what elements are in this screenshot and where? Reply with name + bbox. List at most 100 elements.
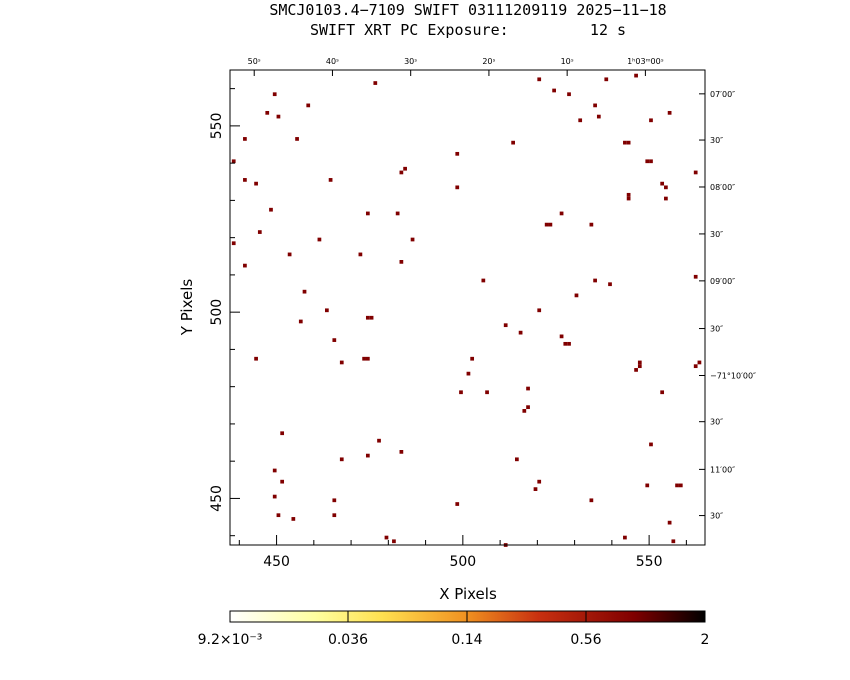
event-pixel <box>332 498 337 503</box>
event-pixel <box>280 479 285 484</box>
event-pixel <box>481 278 486 283</box>
event-pixel <box>403 166 407 171</box>
event-pixel <box>373 81 378 85</box>
event-pixel <box>365 211 370 216</box>
event-pixel <box>526 405 530 410</box>
event-pixel <box>325 308 329 313</box>
event-pixel <box>399 170 404 175</box>
event-pixel <box>365 315 370 320</box>
event-pixel <box>533 487 538 491</box>
event-pixel <box>667 110 672 115</box>
event-pixel <box>544 222 549 227</box>
event-pixel <box>231 159 236 164</box>
dec-tick-label: 09′00″ <box>710 277 735 286</box>
y-tick-label: 500 <box>209 299 225 326</box>
event-pixel <box>384 535 389 540</box>
event-pixel <box>269 207 273 212</box>
colorbar-labels: 9.2×10⁻³ 0.036 0.14 0.56 2 <box>198 632 710 648</box>
event-pixel <box>399 260 404 264</box>
event-pixel <box>503 323 508 328</box>
event-pixel <box>231 241 236 246</box>
event-pixel <box>254 356 258 361</box>
x-tick-label: 550 <box>636 554 663 570</box>
event-pixel <box>693 364 698 369</box>
event-pixel <box>466 371 471 376</box>
colorbar-label: 0.56 <box>570 632 601 648</box>
event-pixel <box>675 483 679 488</box>
event-pixel <box>593 278 597 283</box>
plot-frame <box>229 69 706 546</box>
event-pixel <box>339 457 344 462</box>
colorbar-label: 0.036 <box>328 632 368 648</box>
event-pixel <box>537 77 542 82</box>
colorbar-label: 0.14 <box>451 632 482 648</box>
event-pixel <box>339 360 344 365</box>
event-pixel <box>567 92 571 97</box>
event-pixel <box>455 151 460 156</box>
event-pixel <box>649 159 653 164</box>
colorbar-ticks <box>347 611 587 622</box>
event-pixel <box>660 181 665 186</box>
event-pixel <box>302 289 307 294</box>
event-pixel <box>317 237 322 242</box>
event-pixel <box>623 535 627 540</box>
event-pixel <box>459 390 463 395</box>
event-pixel <box>567 341 571 346</box>
dec-tick-label: 07′00″ <box>710 90 735 99</box>
event-pixel <box>608 282 612 287</box>
event-pixel <box>589 222 594 227</box>
event-pixel <box>515 457 519 462</box>
ra-tick-label: 10ˢ <box>561 57 574 66</box>
event-pixel <box>645 483 650 488</box>
ra-tick-label: 50ˢ <box>248 57 261 66</box>
event-pixel <box>589 498 594 503</box>
event-pixel <box>626 196 631 201</box>
event-pixel <box>526 386 530 391</box>
event-pixel <box>399 450 404 454</box>
event-pixel <box>693 274 698 279</box>
event-pixel <box>455 502 460 506</box>
dec-tick-label: 30″ <box>710 136 723 145</box>
event-pixel <box>671 539 676 544</box>
event-pixel <box>559 211 564 216</box>
event-pixel <box>563 341 568 346</box>
event-pixel <box>660 390 665 395</box>
event-pixel <box>693 170 698 175</box>
y-tick-label: 450 <box>209 485 225 512</box>
event-pixel <box>604 77 609 82</box>
dec-tick-label: 30″ <box>710 230 723 239</box>
event-pixel <box>358 252 363 257</box>
event-pixel <box>649 442 653 447</box>
chart-subtitle: SWIFT XRT PC Exposure: 12 s <box>310 21 626 39</box>
event-pixel <box>518 330 523 335</box>
event-pixel <box>596 114 601 119</box>
event-pixel <box>272 494 277 499</box>
x-axis-label: X Pixels <box>439 585 497 603</box>
event-pixel <box>365 453 370 458</box>
dec-tick-label: 08′00″ <box>710 183 735 192</box>
event-pixel <box>626 140 631 145</box>
event-pixel <box>410 237 415 242</box>
dec-tick-label: 30″ <box>710 325 723 334</box>
event-pixel <box>485 390 489 395</box>
event-pixel <box>664 185 668 190</box>
event-pixel <box>678 483 683 488</box>
event-pixel <box>392 539 396 544</box>
event-pixel <box>332 513 337 518</box>
event-pixel <box>455 185 460 190</box>
event-pixel <box>623 140 627 145</box>
event-pixel <box>522 409 527 413</box>
event-pixel <box>243 137 247 141</box>
event-pixel <box>552 88 556 93</box>
event-pixel <box>537 308 542 313</box>
axis-ticks <box>230 70 705 545</box>
event-pixel <box>243 263 247 268</box>
ra-tick-label: 30ˢ <box>404 57 417 66</box>
event-pixel <box>298 319 303 324</box>
event-pixel <box>593 103 597 108</box>
dec-tick-label: 11′00″ <box>710 465 735 474</box>
colorbar-label: 2 <box>701 632 710 648</box>
event-pixel <box>377 438 381 443</box>
dec-tick-label: −71°10′00″ <box>710 371 756 380</box>
event-pixel <box>295 137 299 141</box>
